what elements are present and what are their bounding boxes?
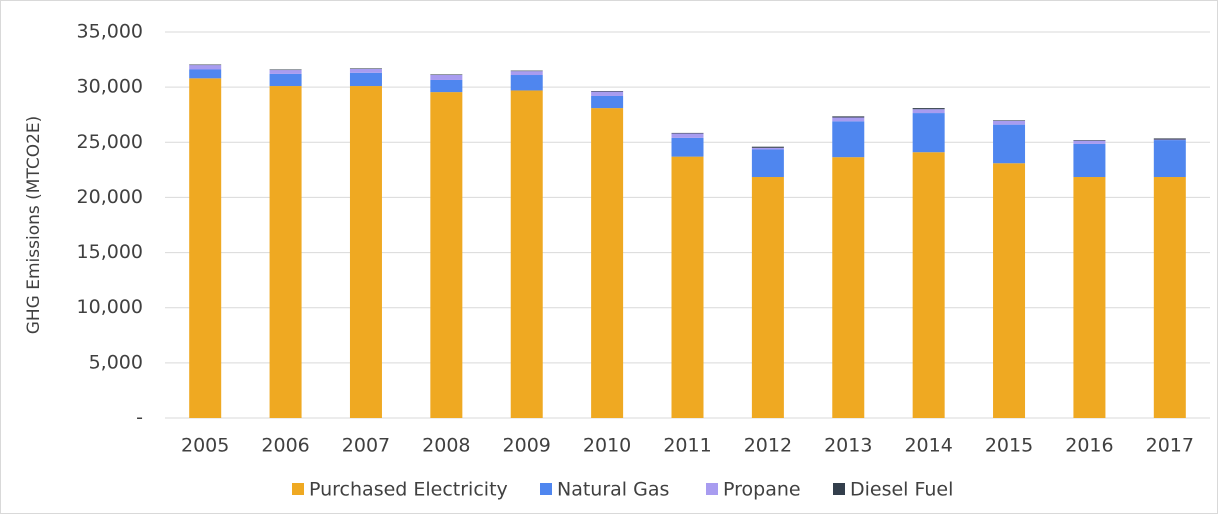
legend-swatch [833, 483, 845, 495]
x-tick-label: 2014 [904, 435, 952, 457]
x-tick-label: 2013 [824, 435, 872, 457]
bar-segment [510, 75, 543, 91]
y-axis-label: GHG Emissions (MTCO2E) [24, 116, 44, 335]
legend-label: Diesel Fuel [850, 479, 953, 501]
bar-segment [430, 92, 463, 418]
y-tick-label: 30,000 [77, 76, 143, 98]
bar-segment [1153, 177, 1186, 418]
bar-segment [751, 149, 784, 178]
y-tick-label: 10,000 [77, 296, 143, 318]
legend-label: Purchased Electricity [309, 479, 508, 501]
bar-segment [430, 79, 463, 93]
bar-segment [591, 91, 624, 96]
bar-segment [1073, 177, 1106, 418]
bar-segment [430, 74, 463, 76]
bar-segment [510, 70, 543, 72]
x-tick-label: 2012 [744, 435, 792, 457]
bar-segment [912, 152, 945, 418]
legend-swatch [706, 483, 718, 495]
bar-segment [1153, 139, 1186, 141]
y-tick-label: - [136, 407, 143, 429]
x-tick-label: 2017 [1146, 435, 1194, 457]
legend-swatch [292, 483, 304, 495]
bar-segment [269, 69, 302, 71]
bar-segment [832, 117, 865, 122]
x-tick-label: 2006 [261, 435, 309, 457]
bar-segment [1073, 143, 1106, 178]
bar-segment [189, 69, 222, 79]
y-tick-label: 25,000 [77, 131, 143, 153]
y-tick-label: 20,000 [77, 186, 143, 208]
bar-segment [993, 163, 1026, 418]
x-tick-label: 2009 [503, 435, 551, 457]
bar-segment [832, 116, 865, 118]
bar-segment [912, 113, 945, 153]
bar-segment [269, 86, 302, 418]
bar-segment [591, 91, 624, 92]
bar-segment [1073, 140, 1106, 141]
bar-segment [993, 120, 1026, 125]
bar-segment [591, 95, 624, 109]
bar-segment [751, 147, 784, 150]
y-tick-label: 5,000 [89, 351, 143, 373]
y-tick-label: 15,000 [77, 241, 143, 263]
x-tick-label: 2005 [181, 435, 229, 457]
y-tick-label: 35,000 [77, 21, 143, 43]
bar-segment [269, 70, 302, 74]
bar-segment [751, 146, 784, 148]
bar-segment [189, 78, 222, 418]
x-tick-label: 2008 [422, 435, 470, 457]
bar-segment [671, 132, 704, 134]
bar-segment [349, 68, 382, 69]
bar-segment [1153, 140, 1186, 178]
bar-segment [671, 137, 704, 157]
bar-segment [510, 90, 543, 419]
bar-segment [832, 157, 865, 418]
bar-segment [430, 75, 463, 80]
x-tick-label: 2010 [583, 435, 631, 457]
bar-segment [912, 109, 945, 114]
x-tick-label: 2015 [985, 435, 1033, 457]
bar-segment [349, 68, 382, 73]
bar-segment [349, 72, 382, 87]
bar-segment [993, 120, 1026, 121]
bar-segment [671, 133, 704, 138]
bar-segment [912, 108, 945, 110]
x-tick-label: 2016 [1065, 435, 1113, 457]
bar-segment [349, 86, 382, 418]
bar-segment [1073, 140, 1106, 144]
legend-label: Natural Gas [557, 479, 669, 501]
bar-segment [751, 177, 784, 418]
bar-segment [189, 65, 222, 70]
bar-segment [510, 71, 543, 76]
legend-swatch [540, 483, 552, 495]
bar-segment [993, 124, 1026, 164]
legend-label: Propane [723, 479, 801, 501]
bar-segment [1153, 138, 1186, 140]
bar-segment [269, 73, 302, 87]
bar-segment [671, 156, 704, 418]
bar-segment [189, 64, 222, 66]
bar-segment [591, 108, 624, 419]
bar-segment [832, 121, 865, 158]
x-tick-label: 2007 [342, 435, 390, 457]
x-tick-label: 2011 [663, 435, 711, 457]
